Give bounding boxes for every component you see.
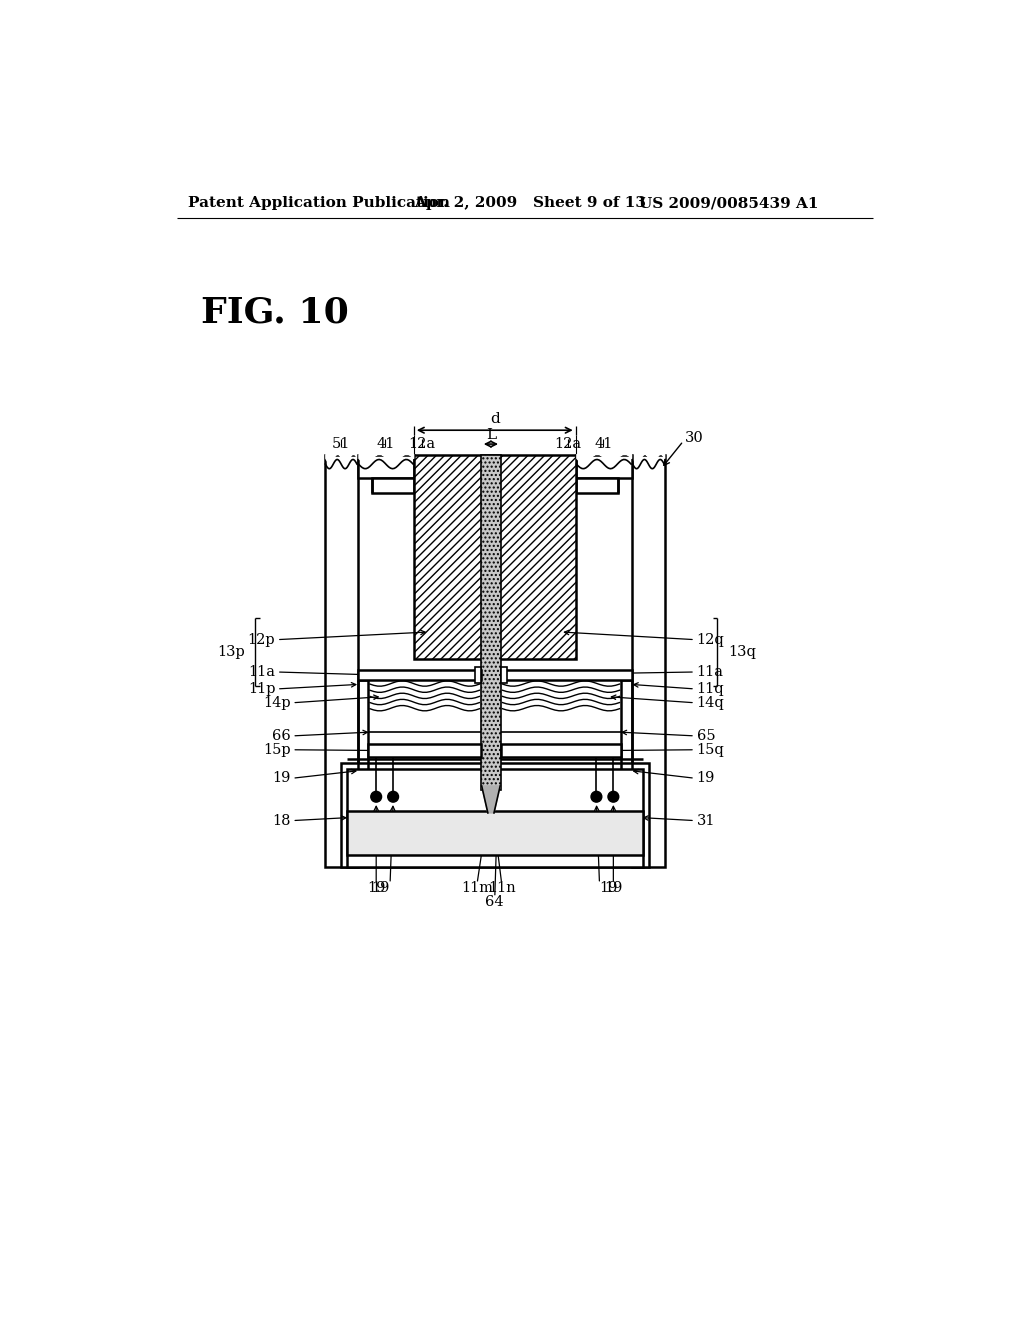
Text: 41: 41: [376, 437, 394, 451]
Text: 64: 64: [485, 895, 504, 909]
Bar: [501, 671, 632, 680]
Text: 12a: 12a: [408, 437, 435, 451]
Text: 12p: 12p: [248, 632, 275, 647]
Bar: [325, 455, 357, 867]
Text: 13p: 13p: [217, 645, 245, 659]
Circle shape: [591, 792, 602, 803]
Bar: [414, 455, 575, 659]
Bar: [501, 743, 621, 758]
Text: 15p: 15p: [263, 743, 291, 756]
Text: 11n: 11n: [487, 882, 515, 895]
Bar: [575, 478, 617, 494]
Text: L: L: [485, 428, 496, 442]
Bar: [481, 455, 501, 789]
Text: 12q: 12q: [696, 632, 724, 647]
Text: 15q: 15q: [696, 743, 724, 756]
Bar: [575, 455, 632, 478]
Text: US 2009/0085439 A1: US 2009/0085439 A1: [639, 197, 818, 210]
Bar: [372, 478, 414, 494]
Bar: [357, 671, 481, 680]
Text: 41: 41: [594, 437, 612, 451]
Bar: [357, 455, 414, 478]
Text: 30: 30: [685, 430, 703, 445]
Text: 11a: 11a: [248, 665, 275, 678]
Text: 19: 19: [599, 882, 617, 895]
Circle shape: [371, 792, 382, 803]
Bar: [475, 668, 481, 682]
Text: 11p: 11p: [248, 682, 275, 696]
Bar: [341, 763, 649, 867]
Text: 14p: 14p: [263, 696, 291, 710]
Bar: [501, 668, 507, 682]
Text: 18: 18: [272, 813, 291, 828]
Text: 19: 19: [367, 882, 385, 895]
Text: 19: 19: [696, 771, 715, 785]
Text: 19: 19: [372, 882, 390, 895]
Text: 13q: 13q: [728, 645, 756, 659]
Circle shape: [388, 792, 398, 803]
Text: 14q: 14q: [696, 696, 724, 710]
Text: d: d: [489, 412, 500, 426]
Bar: [347, 812, 643, 855]
Bar: [369, 743, 481, 758]
Bar: [347, 770, 643, 867]
Text: 65: 65: [696, 729, 715, 743]
Text: Apr. 2, 2009   Sheet 9 of 13: Apr. 2, 2009 Sheet 9 of 13: [414, 197, 646, 210]
Text: Patent Application Publication: Patent Application Publication: [188, 197, 451, 210]
Text: 11a: 11a: [696, 665, 724, 678]
Text: 19: 19: [272, 771, 291, 785]
Text: 19: 19: [604, 882, 623, 895]
Circle shape: [608, 792, 618, 803]
Text: 66: 66: [272, 729, 291, 743]
Polygon shape: [481, 785, 500, 813]
Text: 12a: 12a: [554, 437, 582, 451]
Text: 11m: 11m: [461, 882, 494, 895]
Bar: [632, 455, 665, 867]
Text: 51: 51: [332, 437, 350, 451]
Text: 31: 31: [696, 813, 715, 828]
Text: FIG. 10: FIG. 10: [202, 296, 349, 330]
Text: 11q: 11q: [696, 682, 724, 696]
